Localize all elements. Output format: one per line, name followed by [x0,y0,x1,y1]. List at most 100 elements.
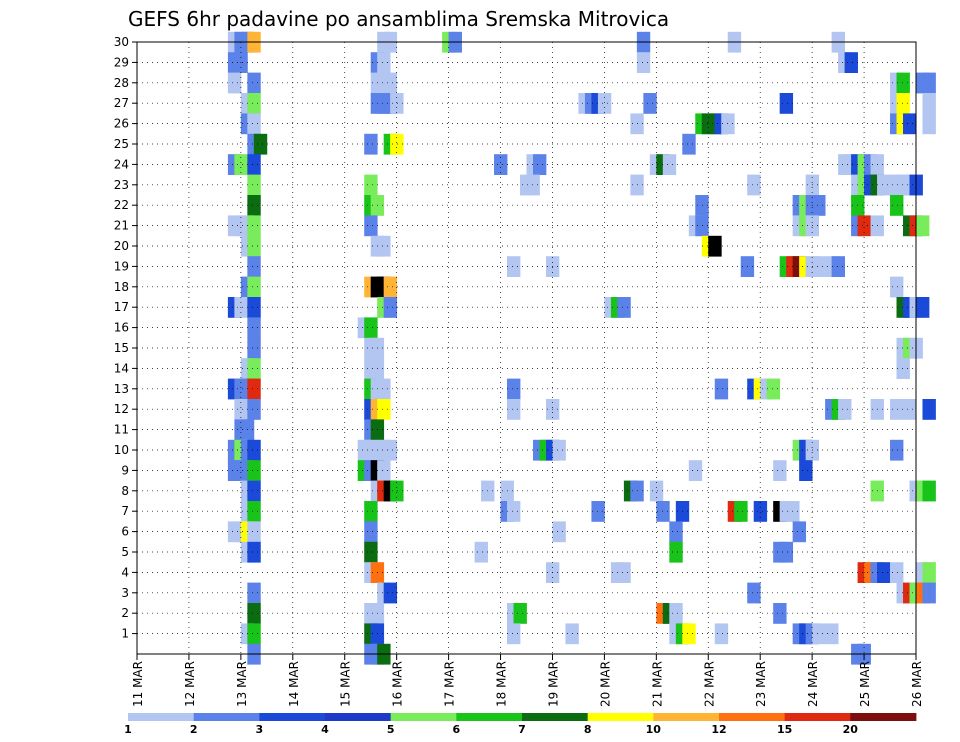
cell-member-13-3 [247,378,261,400]
cell-member-23-5 [747,174,761,196]
y-tick-label-3: 3 [121,586,129,600]
y-tick-label-28: 28 [114,76,129,90]
cell-member-19-11 [831,256,845,277]
cell-member-28-1 [247,72,261,94]
x-tick-label-4: 15 MAR [339,661,353,707]
cell-member-13-6 [377,378,391,400]
cell-member-17-2 [247,297,261,318]
cell-member-20-1 [247,235,261,257]
cell-member-12-1 [247,399,261,420]
cell-member-12-11 [890,399,904,420]
cell-member-7-4 [507,501,521,522]
cell-member-17-4 [383,297,398,318]
cell-member-28-8 [922,72,936,94]
cell-member-1-9 [714,623,729,645]
cell-member-7-2 [364,501,378,522]
chart-title: GEFS 6hr padavine po ansamblima Sremska … [128,7,669,31]
y-tick-label-5: 5 [121,545,129,559]
y-tick-label-27: 27 [114,96,129,110]
cell-member-12-13 [922,399,936,420]
cell-member-2-4 [513,603,527,624]
y-tick-label-19: 19 [114,259,129,273]
cell-member-27-14 [922,93,936,114]
x-tick-label-8: 19 MAR [547,661,561,707]
cell-member-9-3 [247,460,261,481]
cell-member-27-1 [247,93,261,114]
cell-member-27-9 [597,93,612,114]
cell-member-18-1 [247,276,261,298]
cell-member-21-6 [695,215,709,237]
cell-member-23-0 [247,174,261,196]
cell-member-25-4 [390,133,404,155]
cell-member-8-5 [390,480,404,502]
y-tick-label-6: 6 [121,525,129,539]
cell-member-26-11 [922,113,936,135]
y-tick-label-13: 13 [114,382,129,396]
cell-member-6-4 [364,521,378,543]
cell-member-21-4 [364,215,378,237]
y-tick-label-22: 22 [114,198,129,212]
x-tick-label-6: 17 MAR [443,661,457,707]
y-tick-label-23: 23 [114,178,129,192]
colorbar: 1 2 3 4 5 6 7 8 10 12 15 20 [124,713,917,736]
cell-member-4-8 [877,562,891,583]
y-tick-label-10: 10 [114,443,129,457]
cell-member-5-1 [247,541,261,563]
x-tick-label-3: 14 MAR [287,661,301,707]
cell-member-10-15 [890,439,904,461]
cell-member-18-6 [890,276,904,298]
cell-member-1-1 [247,623,261,645]
cell-member-12-12 [903,399,917,420]
cell-member-25-1 [253,133,268,155]
y-tick-label-9: 9 [121,463,129,477]
y-tick-label-14: 14 [114,361,129,375]
colorbar-segment-4 [390,713,457,721]
cell-member-19-9 [812,256,826,277]
cell-member-19-0 [247,256,261,277]
colorbar-segment-8 [653,713,720,721]
cell-member-24-5 [532,154,547,175]
cell-member-4-11 [922,562,936,583]
cell-member-19-1 [507,256,521,277]
cell-member-5-6 [779,541,794,563]
cell-member-7-6 [656,501,670,522]
x-tick-label-2: 13 MAR [235,661,249,707]
cell-member-24-1 [234,154,248,175]
cell-member-25-2 [364,133,378,155]
x-tick-label-12: 23 MAR [754,661,768,707]
x-tick-label-15: 26 MAR [910,661,924,707]
cell-member-8-10 [649,480,664,502]
heatmap-cells [227,31,936,665]
cell-member-26-10 [903,113,917,135]
x-tick-label-13: 24 MAR [806,661,820,707]
y-tick-label-24: 24 [114,157,129,171]
cell-member-10-5 [364,439,378,461]
cell-member-1-13 [812,623,826,645]
cell-member-7-1 [247,501,261,522]
cell-member-26-1 [247,113,261,135]
cell-member-13-8 [714,378,729,400]
cell-member-2-7 [669,603,683,624]
cell-member-10-7 [383,439,398,461]
cell-member-9-8 [688,460,703,481]
cell-member-13-12 [766,378,781,400]
colorbar-label-15: 15 [777,723,792,736]
colorbar-label-6: 6 [452,723,460,736]
cell-member-4-9 [890,562,904,583]
x-tick-label-9: 20 MAR [598,661,612,707]
cell-member-4-4 [617,562,631,583]
colorbar-label-20: 20 [843,723,859,736]
y-tick-label-15: 15 [114,341,129,355]
cell-member-28-6 [896,72,910,94]
colorbar-segment-7 [587,713,654,721]
cell-member-20-3 [377,235,391,257]
cell-member-16-0 [247,317,261,339]
cell-member-22-0 [247,195,261,216]
cell-member-1-4 [507,623,521,645]
cell-member-23-11 [877,174,891,196]
cell-member-6-3 [247,521,261,543]
colorbar-segment-6 [522,713,589,721]
y-tick-label-20: 20 [114,239,129,253]
colorbar-label-8: 8 [584,723,592,736]
